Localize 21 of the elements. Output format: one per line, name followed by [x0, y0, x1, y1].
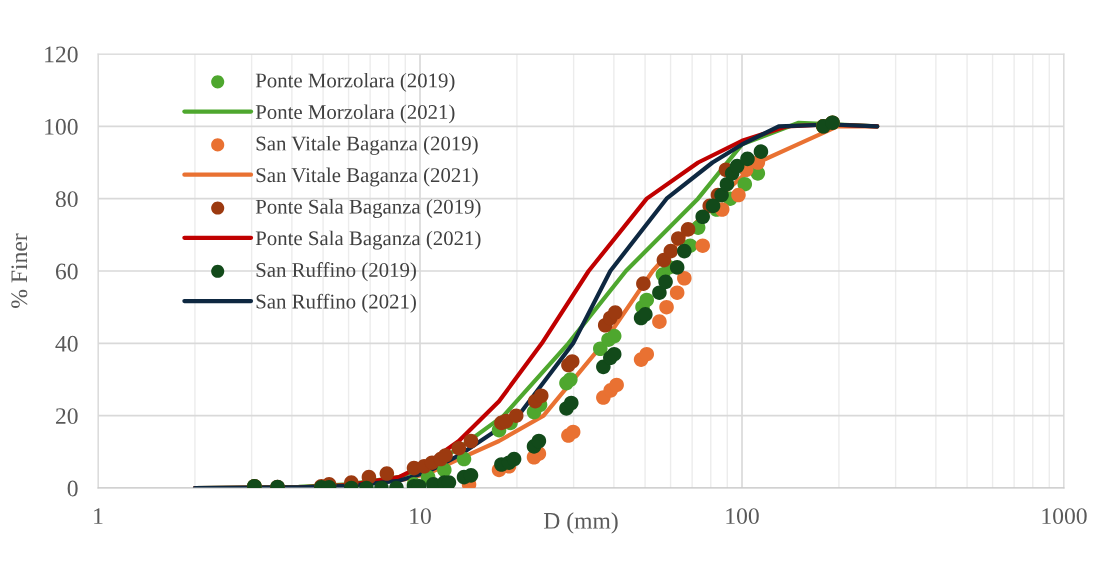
- y-tick-label: 100: [45, 118, 78, 135]
- x-axis-title: D (mm): [543, 512, 618, 534]
- legend-label: San Ruffino (2019): [256, 262, 416, 282]
- y-axis-title: % Finer: [11, 233, 28, 308]
- y-tick-label: 80: [55, 191, 78, 208]
- x-tick-label: 1: [94, 508, 103, 524]
- x-tick-label: 100: [726, 508, 759, 525]
- y-tick-label: 40: [55, 335, 78, 352]
- legend-label: San Vitale Baganza (2021): [256, 167, 478, 187]
- legend-label: San Ruffino (2021): [256, 293, 416, 313]
- legend-label: Ponte Sala Baganza (2021): [255, 230, 481, 250]
- x-tick-label: 10: [410, 508, 431, 525]
- legend-label: Ponte Sala Baganza (2019): [255, 199, 481, 219]
- y-tick-label: 0: [67, 480, 78, 497]
- x-tick-label: 1000: [1042, 508, 1087, 525]
- legend-label: Ponte Morzolara (2021): [255, 104, 455, 124]
- y-tick-label: 120: [45, 46, 78, 63]
- y-tick-label: 60: [55, 263, 78, 280]
- y-tick-label: 20: [55, 408, 78, 425]
- legend-label: San Vitale Baganza (2019): [256, 135, 478, 155]
- legend-label: Ponte Morzolara (2019): [255, 72, 455, 92]
